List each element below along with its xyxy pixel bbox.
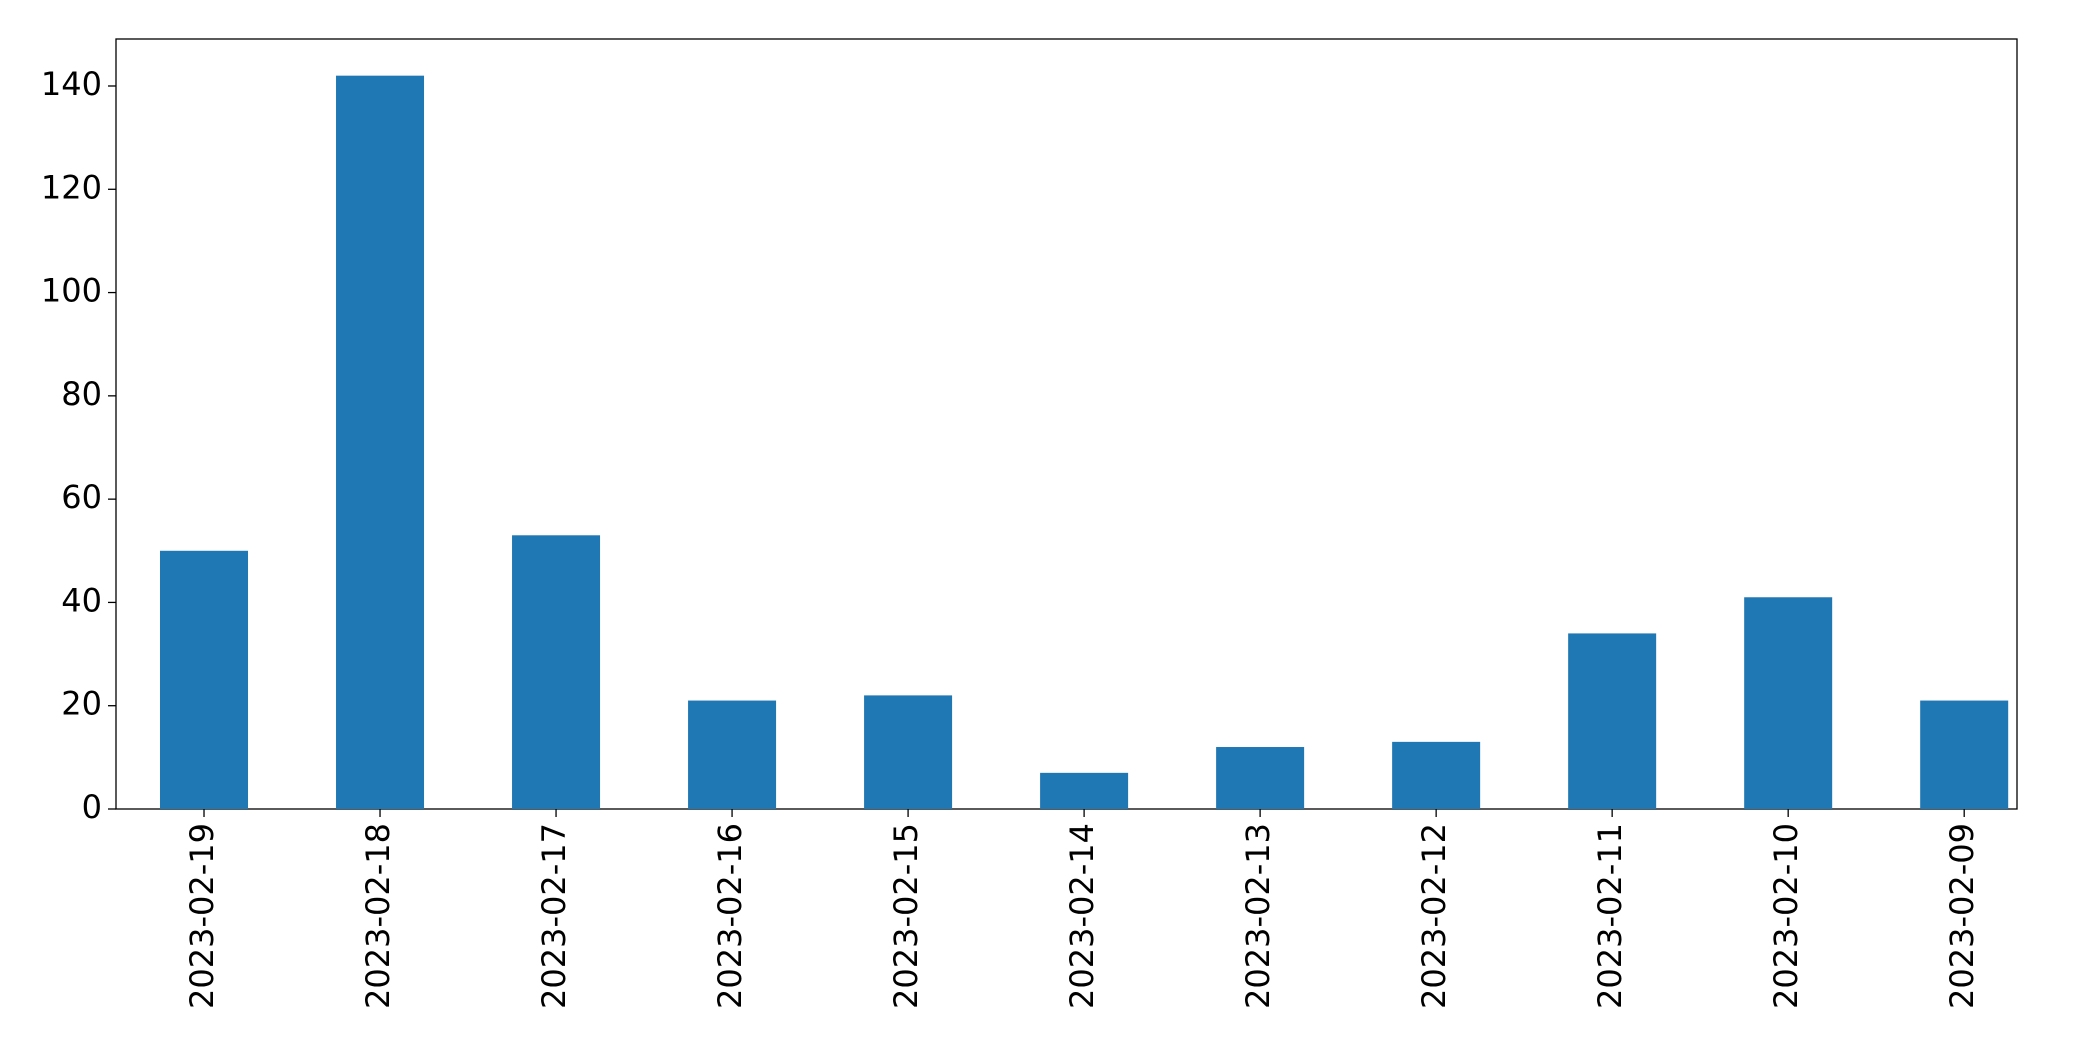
x-tick-label: 2023-02-10	[1767, 823, 1805, 1009]
bar	[864, 695, 953, 809]
x-tick-label: 2023-02-09	[1943, 823, 1981, 1009]
bar	[1744, 597, 1833, 809]
bar	[336, 75, 425, 809]
y-tick-label: 60	[61, 478, 102, 516]
y-tick-label: 20	[61, 685, 102, 723]
y-tick-label: 80	[61, 375, 102, 413]
bar	[688, 700, 777, 809]
bar	[1216, 747, 1305, 809]
bar	[1392, 741, 1481, 809]
x-tick-label: 2023-02-14	[1063, 823, 1101, 1009]
bar	[1040, 772, 1129, 809]
bar	[1568, 633, 1657, 809]
bar	[512, 535, 601, 809]
y-tick-label: 120	[41, 168, 102, 206]
y-tick-label: 100	[41, 272, 102, 310]
y-tick-label: 0	[82, 788, 102, 826]
x-tick-label: 2023-02-17	[535, 823, 573, 1009]
x-tick-label: 2023-02-13	[1239, 823, 1277, 1009]
y-tick-label: 140	[41, 65, 102, 103]
y-tick-label: 40	[61, 581, 102, 619]
x-tick-label: 2023-02-18	[359, 823, 397, 1009]
x-tick-label: 2023-02-19	[183, 823, 221, 1009]
x-tick-label: 2023-02-11	[1591, 823, 1629, 1009]
x-tick-label: 2023-02-15	[887, 823, 925, 1009]
bar	[160, 550, 249, 809]
x-tick-label: 2023-02-16	[711, 823, 749, 1009]
bar	[1920, 700, 2009, 809]
x-tick-label: 2023-02-12	[1415, 823, 1453, 1009]
